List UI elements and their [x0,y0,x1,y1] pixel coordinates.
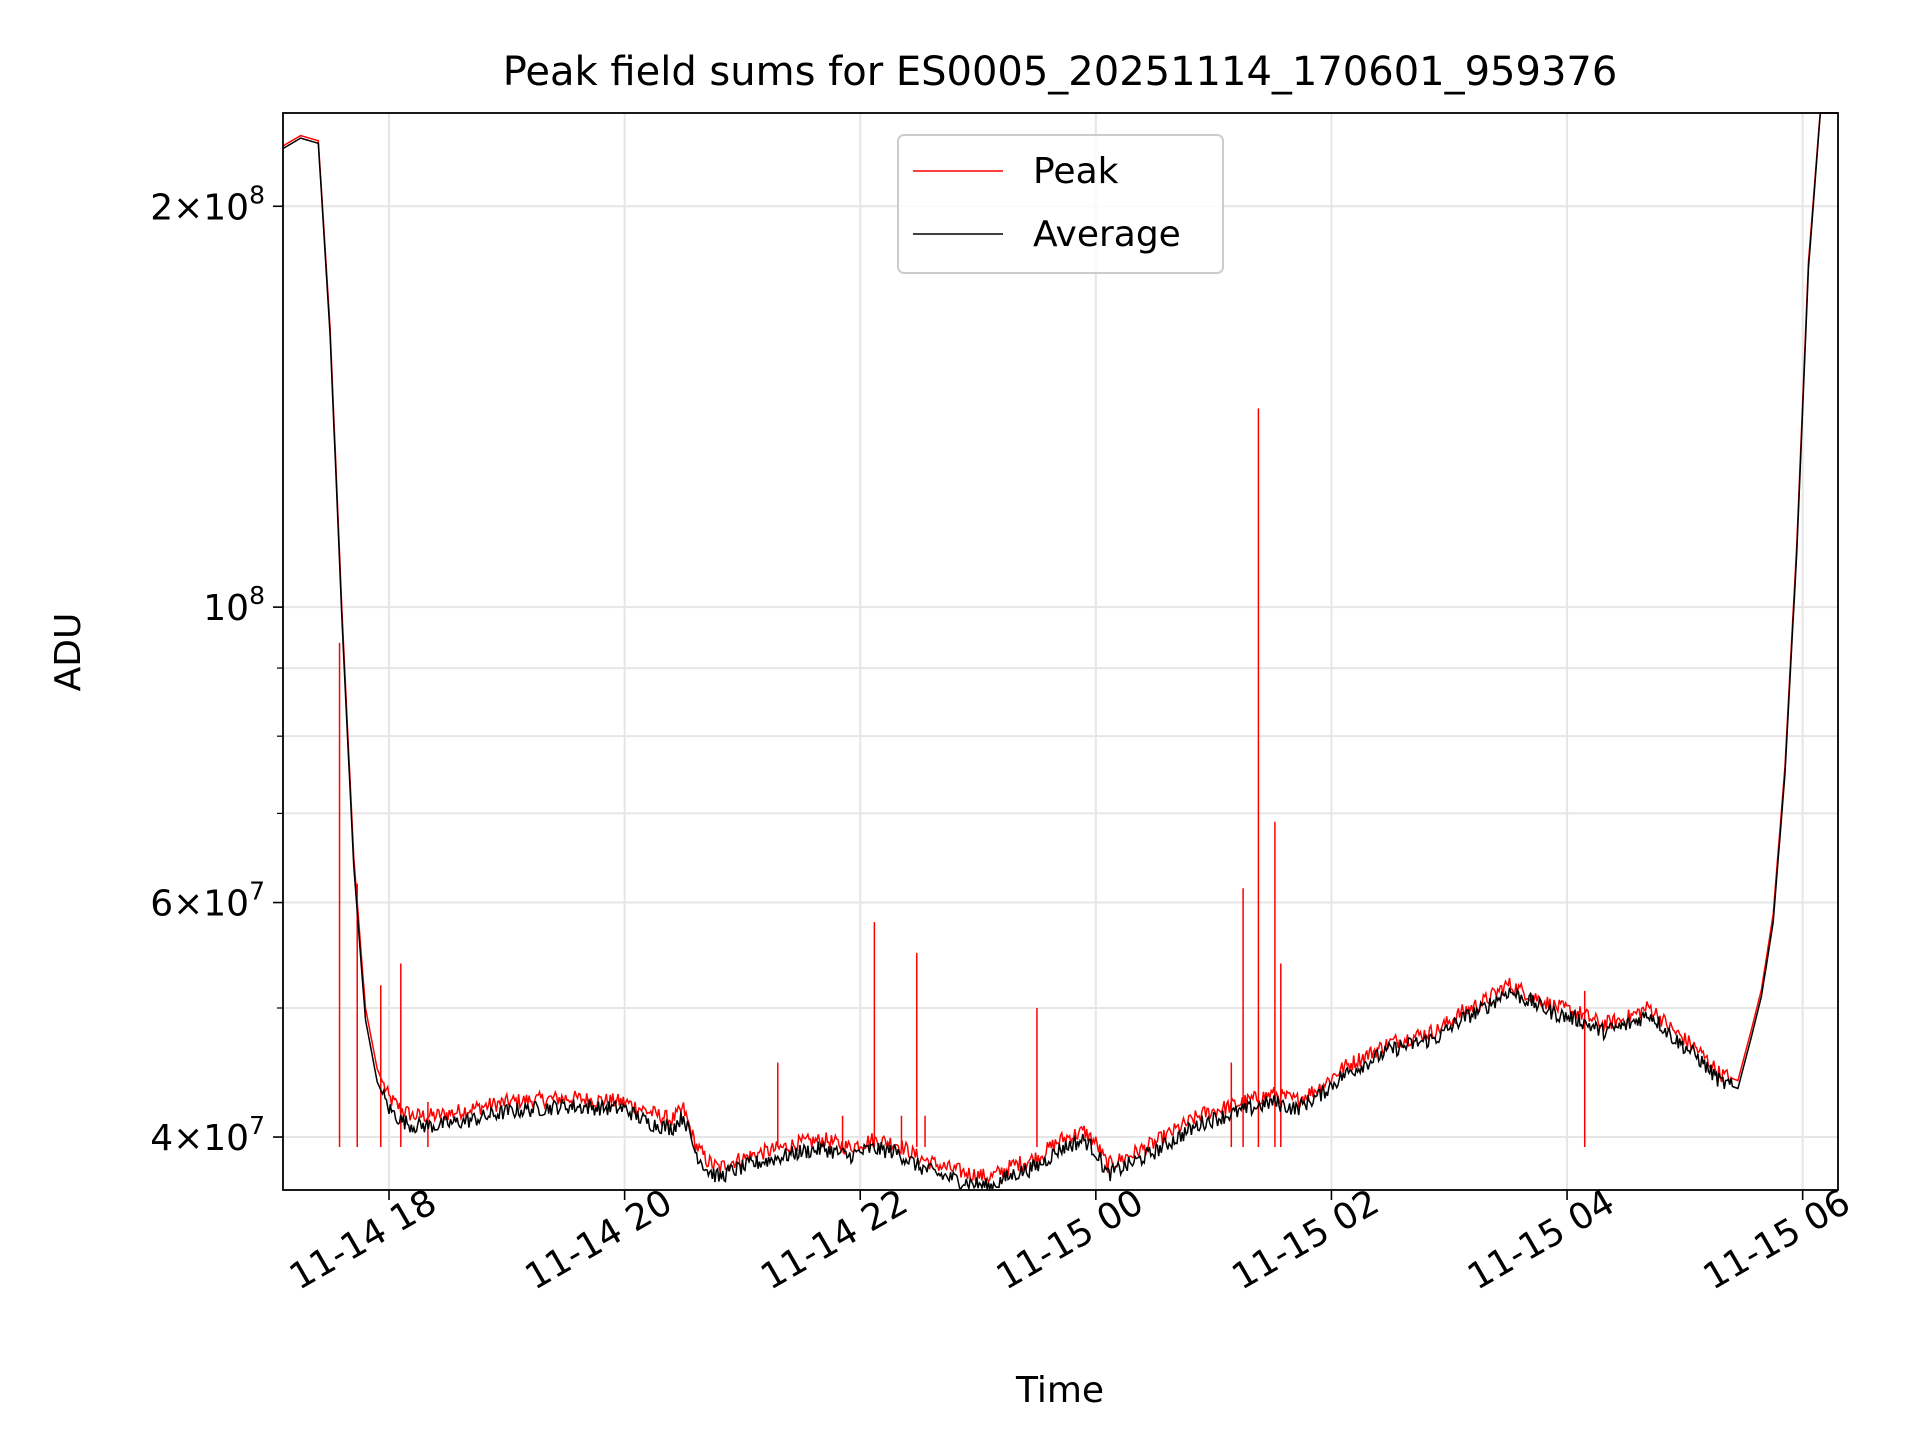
legend: Peak Average [897,134,1224,274]
series-line-average [282,112,1838,1192]
x-axis-label: Time [1015,1370,1104,1411]
legend-label-average: Average [1033,214,1181,255]
plot-frame [282,112,1839,1191]
chart-title: Peak field sums for ES0005_20251114_1706… [503,49,1618,95]
legend-box [897,134,1224,274]
legend-label-peak: Peak [1033,151,1119,192]
y-tick-label: 4×107 [150,1111,265,1159]
y-tick-label: 108 [203,581,265,629]
y-tick-label: 2×108 [150,180,265,228]
y-tick-label: 6×107 [150,877,265,925]
series-layer [282,112,1838,1192]
y-axis-label: ADU [48,613,89,692]
